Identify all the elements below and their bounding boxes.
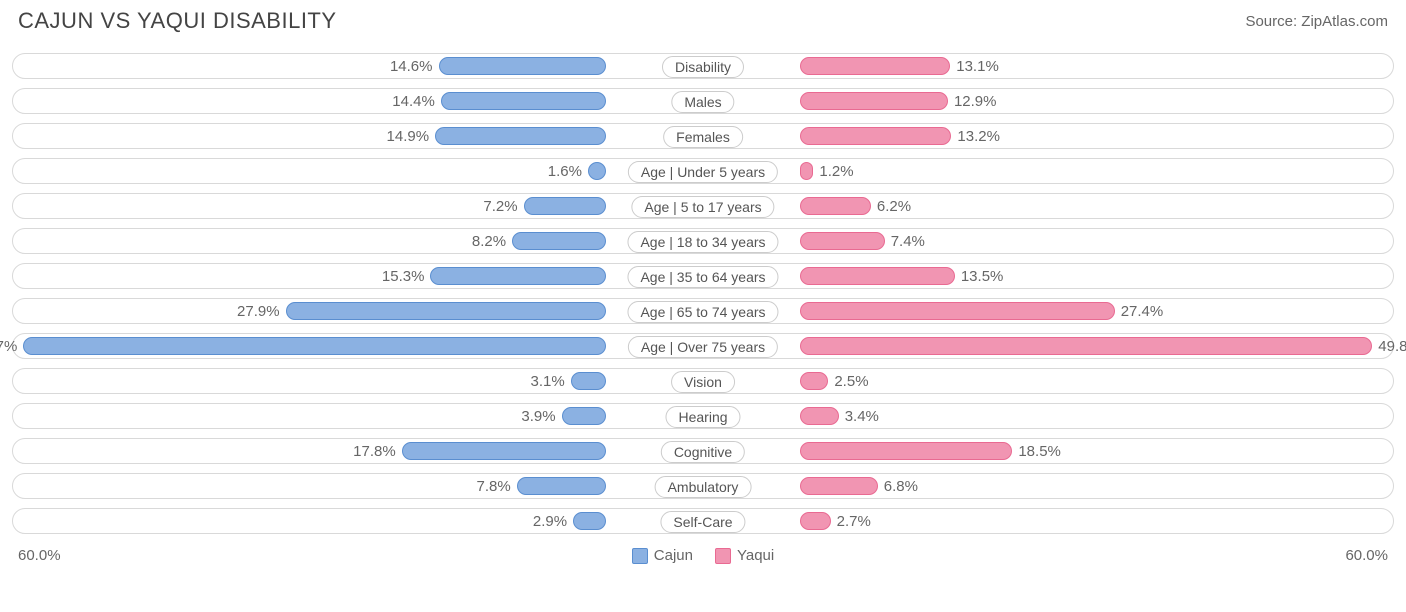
legend: Cajun Yaqui xyxy=(632,547,774,564)
bar-right xyxy=(800,57,951,75)
value-right: 2.7% xyxy=(831,509,871,535)
chart-row: 17.8% 18.5% Cognitive xyxy=(12,438,1394,464)
value-right: 7.4% xyxy=(885,229,925,255)
category-label: Vision xyxy=(671,371,735,393)
value-right: 49.8% xyxy=(1372,334,1406,360)
value-left: 7.8% xyxy=(477,474,517,500)
bar-right xyxy=(800,442,1013,460)
diverging-bar-chart: 14.6% 13.1% Disability 14.4% 12.9% Males 14.9%… xyxy=(0,38,1406,534)
value-right: 13.5% xyxy=(955,264,1004,290)
category-label: Cognitive xyxy=(661,441,745,463)
category-label: Age | Over 75 years xyxy=(628,336,778,358)
bar-right xyxy=(800,162,814,180)
legend-item-left: Cajun xyxy=(632,547,693,564)
value-right: 2.5% xyxy=(828,369,868,395)
chart-row: 14.6% 13.1% Disability xyxy=(12,53,1394,79)
value-left: 3.1% xyxy=(531,369,571,395)
value-left: 3.9% xyxy=(521,404,561,430)
bar-left xyxy=(441,92,607,110)
chart-row: 14.9% 13.2% Females xyxy=(12,123,1394,149)
legend-swatch-right xyxy=(715,548,731,564)
category-label: Hearing xyxy=(665,406,740,428)
bar-left xyxy=(435,127,606,145)
category-label: Males xyxy=(671,91,734,113)
chart-row: 3.9% 3.4% Hearing xyxy=(12,403,1394,429)
value-right: 12.9% xyxy=(948,89,997,115)
chart-row: 2.9% 2.7% Self-Care xyxy=(12,508,1394,534)
value-left: 27.9% xyxy=(237,299,286,325)
category-label: Self-Care xyxy=(660,511,745,533)
chart-source: Source: ZipAtlas.com xyxy=(1245,13,1388,30)
value-right: 27.4% xyxy=(1115,299,1164,325)
bar-left xyxy=(517,477,607,495)
bar-right xyxy=(800,372,829,390)
value-right: 6.8% xyxy=(878,474,918,500)
value-right: 6.2% xyxy=(871,194,911,220)
value-left: 2.9% xyxy=(533,509,573,535)
value-left: 15.3% xyxy=(382,264,431,290)
chart-row: 27.9% 27.4% Age | 65 to 74 years xyxy=(12,298,1394,324)
category-label: Age | 65 to 74 years xyxy=(627,301,778,323)
value-left: 14.9% xyxy=(387,124,436,150)
value-left: 7.2% xyxy=(483,194,523,220)
value-left: 8.2% xyxy=(472,229,512,255)
category-label: Age | 5 to 17 years xyxy=(631,196,774,218)
value-right: 3.4% xyxy=(839,404,879,430)
chart-row: 1.6% 1.2% Age | Under 5 years xyxy=(12,158,1394,184)
legend-item-right: Yaqui xyxy=(715,547,774,564)
bar-right xyxy=(800,407,839,425)
axis-max-right: 60.0% xyxy=(1345,547,1388,564)
category-label: Disability xyxy=(662,56,744,78)
chart-row: 14.4% 12.9% Males xyxy=(12,88,1394,114)
bar-left xyxy=(512,232,606,250)
axis-max-left: 60.0% xyxy=(18,547,61,564)
bar-left xyxy=(430,267,606,285)
bar-left xyxy=(524,197,607,215)
chart-row: 3.1% 2.5% Vision xyxy=(12,368,1394,394)
bar-right xyxy=(800,197,871,215)
bar-left xyxy=(23,337,606,355)
chart-footer: 60.0% Cajun Yaqui 60.0% xyxy=(0,543,1406,574)
chart-header: CAJUN VS YAQUI DISABILITY Source: ZipAtl… xyxy=(0,0,1406,38)
chart-row: 7.2% 6.2% Age | 5 to 17 years xyxy=(12,193,1394,219)
category-label: Ambulatory xyxy=(655,476,752,498)
chart-row: 50.7%49.8%Age | Over 75 years xyxy=(12,333,1394,359)
bar-left xyxy=(588,162,606,180)
category-label: Age | 35 to 64 years xyxy=(627,266,778,288)
value-left: 14.6% xyxy=(390,54,439,80)
value-left: 50.7% xyxy=(0,334,23,360)
bar-left xyxy=(286,302,607,320)
bar-left xyxy=(573,512,606,530)
chart-row: 15.3% 13.5% Age | 35 to 64 years xyxy=(12,263,1394,289)
value-left: 17.8% xyxy=(353,439,402,465)
legend-label-left: Cajun xyxy=(654,547,693,564)
legend-swatch-left xyxy=(632,548,648,564)
bar-right xyxy=(800,232,885,250)
chart-title: CAJUN VS YAQUI DISABILITY xyxy=(18,8,337,34)
category-label: Age | Under 5 years xyxy=(628,161,778,183)
bar-right xyxy=(800,477,878,495)
bar-right xyxy=(800,302,1115,320)
bar-right xyxy=(800,267,955,285)
legend-label-right: Yaqui xyxy=(737,547,774,564)
bar-right xyxy=(800,337,1373,355)
chart-row: 8.2% 7.4% Age | 18 to 34 years xyxy=(12,228,1394,254)
chart-row: 7.8% 6.8% Ambulatory xyxy=(12,473,1394,499)
bar-left xyxy=(562,407,607,425)
value-right: 13.1% xyxy=(950,54,999,80)
bar-left xyxy=(439,57,607,75)
category-label: Age | 18 to 34 years xyxy=(627,231,778,253)
value-right: 1.2% xyxy=(813,159,853,185)
value-right: 13.2% xyxy=(951,124,1000,150)
value-left: 14.4% xyxy=(392,89,441,115)
category-label: Females xyxy=(663,126,743,148)
bar-right xyxy=(800,92,948,110)
bar-left xyxy=(571,372,607,390)
value-right: 18.5% xyxy=(1012,439,1061,465)
value-left: 1.6% xyxy=(548,159,588,185)
bar-right xyxy=(800,512,831,530)
bar-right xyxy=(800,127,952,145)
bar-left xyxy=(402,442,607,460)
